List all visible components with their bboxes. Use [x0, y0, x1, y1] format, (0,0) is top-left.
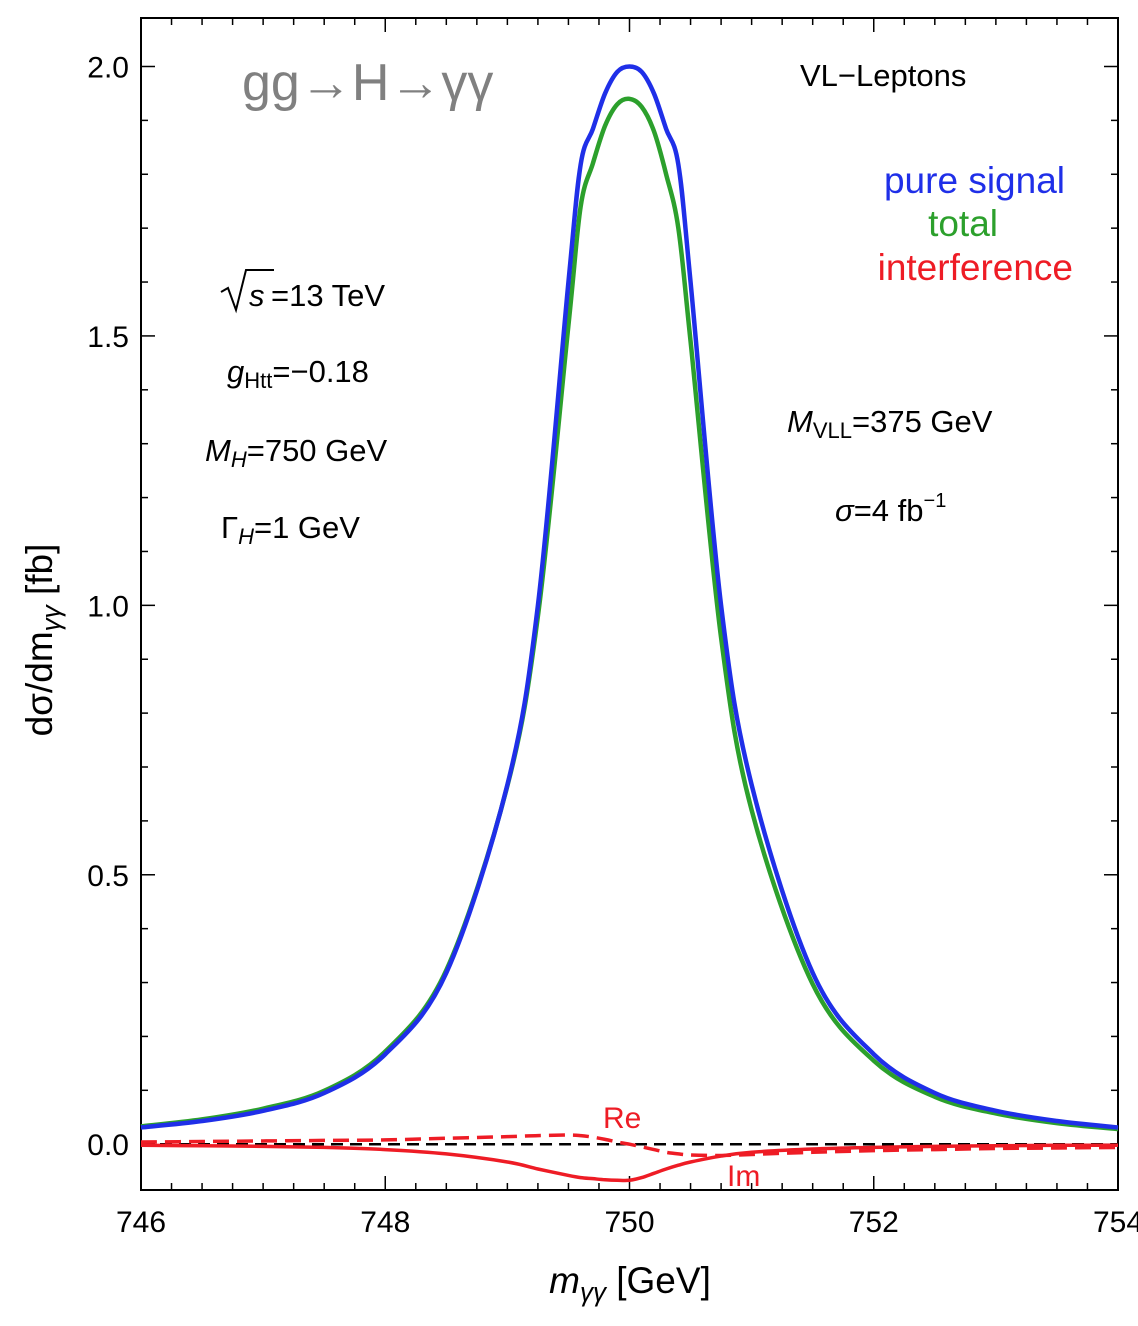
sigma-annotation: σ=4 fb−1 — [835, 490, 946, 528]
x-axis-title-main: m — [549, 1260, 580, 1301]
mh-main: M — [205, 433, 231, 468]
g-htt-annotation: gHtt=−0.18 — [227, 354, 369, 393]
y-tick-label: 0.5 — [87, 860, 129, 893]
axis-ticks — [140, 18, 1119, 1190]
mh-annotation: MH=750 GeV — [205, 433, 388, 472]
annotations-left: s =13 TeV gHtt=−0.18 MH=750 GeV ΓH=1 GeV — [205, 269, 388, 549]
legend-interference: interference — [878, 247, 1073, 288]
mh-value: =750 GeV — [247, 433, 388, 468]
y-axis-title-sub: γγ — [36, 603, 66, 631]
model-label: VL−Leptons — [800, 58, 966, 93]
x-tick-label: 752 — [849, 1206, 899, 1239]
sigma-sup: −1 — [924, 490, 947, 512]
y-tick-label: 1.5 — [87, 321, 129, 354]
mvll-main: M — [787, 404, 813, 439]
x-tick-label: 746 — [116, 1206, 166, 1239]
legend-pure-signal: pure signal — [884, 160, 1065, 201]
sqrt-s-value: =13 TeV — [271, 278, 385, 313]
axis-tick-labels: 746 748 750 752 754 0.0 0.5 1.0 1.5 2.0 — [87, 51, 1138, 1239]
series-interference-Re — [140, 1133, 1119, 1158]
x-axis-title-unit: [GeV] — [606, 1260, 711, 1301]
x-axis-title: mγγ [GeV] — [549, 1260, 711, 1307]
y-tick-label: 0.0 — [87, 1129, 129, 1162]
gamma-value: =1 GeV — [254, 510, 360, 545]
mvll-value: =375 GeV — [852, 404, 993, 439]
y-tick-label: 2.0 — [87, 51, 129, 84]
sqrt-s-annotation: s =13 TeV — [220, 269, 385, 314]
legend: pure signal total interference — [878, 160, 1073, 288]
sigma-main: σ — [835, 493, 855, 528]
sqrt-s-var: s — [249, 278, 265, 313]
gamma-sub: H — [238, 524, 254, 549]
mvll-sub: VLL — [813, 418, 852, 443]
y-axis-title: dσ/dmγγ [fb] — [19, 544, 66, 737]
series-interference-Im — [140, 1143, 1119, 1183]
annotations-right: MVLL=375 GeV σ=4 fb−1 — [787, 404, 993, 528]
sqrt-symbol — [220, 269, 274, 314]
mvll-annotation: MVLL=375 GeV — [787, 404, 993, 443]
y-axis-title-unit: [fb] — [19, 544, 60, 606]
mh-sub: H — [231, 447, 247, 472]
chart-title: gg→H→γγ — [242, 54, 493, 112]
g-value: =−0.18 — [272, 354, 369, 389]
g-sub: Htt — [244, 368, 272, 393]
curve-label-im: Im — [727, 1160, 760, 1193]
series-pure-signal — [140, 64, 1119, 1130]
g-main: g — [227, 354, 244, 389]
gamma-annotation: ΓH=1 GeV — [221, 510, 360, 549]
curves — [140, 64, 1119, 1183]
x-tick-label: 750 — [604, 1206, 654, 1239]
x-axis-title-sub: γγ — [580, 1277, 608, 1307]
sigma-value: =4 fb — [854, 493, 924, 528]
x-tick-label: 748 — [360, 1206, 410, 1239]
gamma-main: Γ — [221, 510, 238, 545]
y-tick-label: 1.0 — [87, 590, 129, 623]
y-axis-title-main: dσ/dm — [19, 631, 60, 736]
curve-label-re: Re — [603, 1102, 641, 1135]
legend-total: total — [928, 203, 998, 244]
x-tick-label: 754 — [1093, 1206, 1138, 1239]
